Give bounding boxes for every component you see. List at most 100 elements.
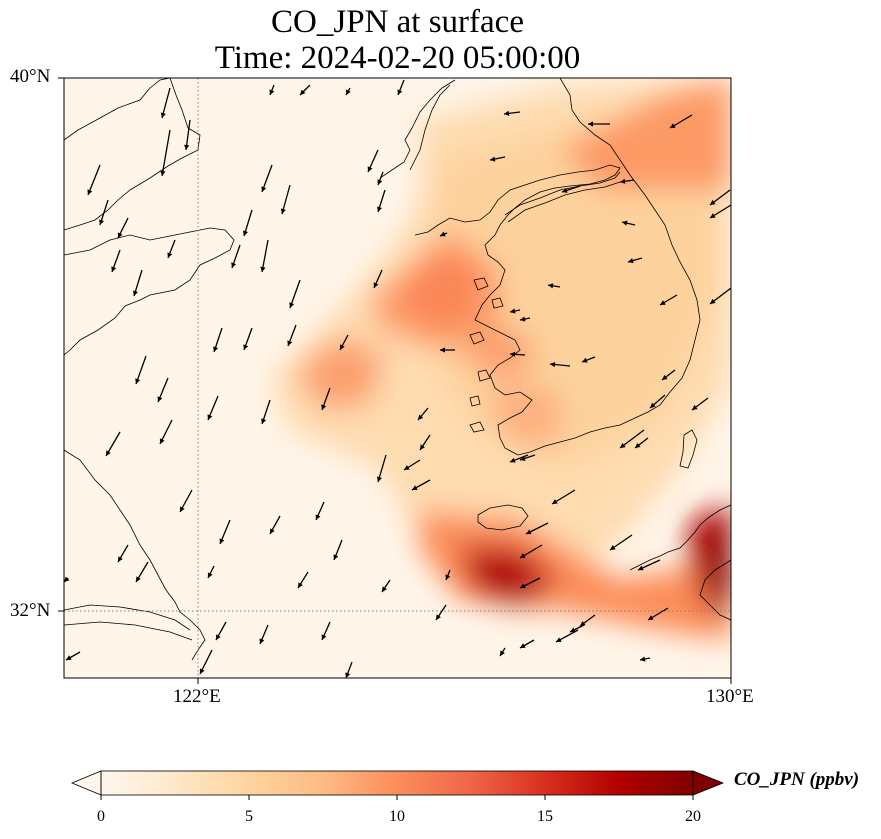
wind-arrow xyxy=(417,407,429,421)
wind-arrow xyxy=(519,454,536,461)
wind-arrow xyxy=(259,624,269,645)
colorbar xyxy=(70,770,725,800)
lat-label-32: 32°N xyxy=(10,600,51,621)
wind-arrow xyxy=(321,387,331,411)
wind-arrow xyxy=(280,184,291,215)
wind-arrow xyxy=(132,269,143,297)
wind-arrow xyxy=(315,501,325,521)
wind-arrow xyxy=(509,454,529,463)
china-coastline-south xyxy=(64,449,206,661)
wind-arrow xyxy=(219,519,231,545)
wind-arrow xyxy=(519,577,541,589)
wind-arrow xyxy=(709,189,731,206)
wind-arrow xyxy=(231,244,241,269)
wind-arrow xyxy=(499,647,506,657)
wind-arrow xyxy=(627,257,643,264)
chart-subtitle: Time: 2024-02-20 05:00:00 xyxy=(214,40,581,76)
wind-arrow xyxy=(381,579,391,593)
gridlines xyxy=(64,78,731,678)
wind-arrow xyxy=(435,604,447,621)
wind-arrow xyxy=(639,656,651,662)
jeju-island xyxy=(477,504,529,531)
wind-arrow xyxy=(179,489,193,513)
wind-arrow xyxy=(647,607,669,621)
wind-arrow xyxy=(440,347,455,353)
wind-arrow xyxy=(397,79,405,96)
wind-arrow xyxy=(333,539,343,561)
colorbar-min-extend xyxy=(70,770,102,796)
colorbar-label: CO_JPN (ppbv) xyxy=(734,769,860,790)
wind-arrow xyxy=(411,479,431,491)
chart-title: CO_JPN at surface xyxy=(271,4,524,40)
shandong-coastline xyxy=(64,227,235,356)
wind-arrow xyxy=(261,399,271,425)
wind-arrow xyxy=(403,459,421,471)
wind-arrow xyxy=(619,178,635,184)
colorbar-max-extend xyxy=(692,770,725,796)
concentration-shading xyxy=(270,78,731,640)
wind-arrow xyxy=(669,114,693,129)
wind-arrow xyxy=(299,84,311,96)
wind-arrow xyxy=(269,515,281,535)
tsushima-island xyxy=(679,429,698,469)
colorbar-tick-label-10: 10 xyxy=(389,808,405,825)
wind-arrow xyxy=(561,185,581,193)
wind-arrow xyxy=(184,119,191,151)
wind-arrow xyxy=(135,561,149,583)
wind-arrow xyxy=(509,308,521,314)
korea-west-islands xyxy=(469,277,504,433)
wind-vectors xyxy=(64,79,731,678)
wind-arrow xyxy=(445,569,451,581)
wind-arrow xyxy=(503,110,521,116)
wind-arrow xyxy=(377,171,384,186)
wind-arrow xyxy=(709,204,731,219)
lat-label-40: 40°N xyxy=(10,66,51,87)
wind-arrow xyxy=(659,294,678,306)
coastlines xyxy=(64,78,731,661)
wind-arrow xyxy=(519,544,543,559)
colorbar-tick-label-20: 20 xyxy=(685,808,701,825)
wind-arrow xyxy=(135,355,147,385)
wind-arrow xyxy=(373,269,383,289)
wind-arrow xyxy=(117,217,129,239)
wind-arrow xyxy=(260,239,269,273)
wind-arrow xyxy=(117,544,129,563)
wind-arrow xyxy=(376,454,387,483)
wind-arrow xyxy=(691,397,709,411)
wind-arrow xyxy=(289,279,301,309)
wind-arrow xyxy=(377,189,386,213)
wind-arrow xyxy=(65,651,81,661)
wind-arrow xyxy=(157,377,169,403)
wind-arrow xyxy=(111,249,121,273)
wind-arrow xyxy=(519,639,535,649)
wind-arrow xyxy=(345,87,351,96)
north-korea-border xyxy=(504,171,621,223)
wind-arrow xyxy=(345,661,353,678)
wind-arrow xyxy=(649,394,666,409)
wind-arrow xyxy=(160,87,171,119)
lon-label-122: 122°E xyxy=(173,686,221,707)
concentration-field xyxy=(64,78,731,678)
wind-arrow xyxy=(569,624,585,633)
wind-arrow xyxy=(339,334,349,351)
wind-arrow xyxy=(439,231,448,237)
wind-arrow xyxy=(609,534,633,551)
wind-arrow xyxy=(207,395,219,421)
wind-arrow xyxy=(160,129,171,177)
wind-arrow xyxy=(555,629,579,643)
wind-arrow xyxy=(207,565,215,579)
wind-arrow xyxy=(269,84,275,96)
wind-arrow xyxy=(87,164,101,196)
wind-arrow xyxy=(199,649,213,675)
wind-arrow xyxy=(64,576,70,583)
wind-arrow xyxy=(321,621,331,641)
wind-arrow xyxy=(588,121,610,127)
wind-arrow xyxy=(105,431,121,457)
wind-arrow xyxy=(489,156,506,162)
colorbar-tick-label-0: 0 xyxy=(97,808,105,825)
colorbar-tick-label-15: 15 xyxy=(537,808,553,825)
wind-arrow xyxy=(215,621,227,641)
wind-arrow xyxy=(709,287,731,305)
wind-arrow xyxy=(167,239,176,259)
wind-arrow xyxy=(619,429,645,449)
